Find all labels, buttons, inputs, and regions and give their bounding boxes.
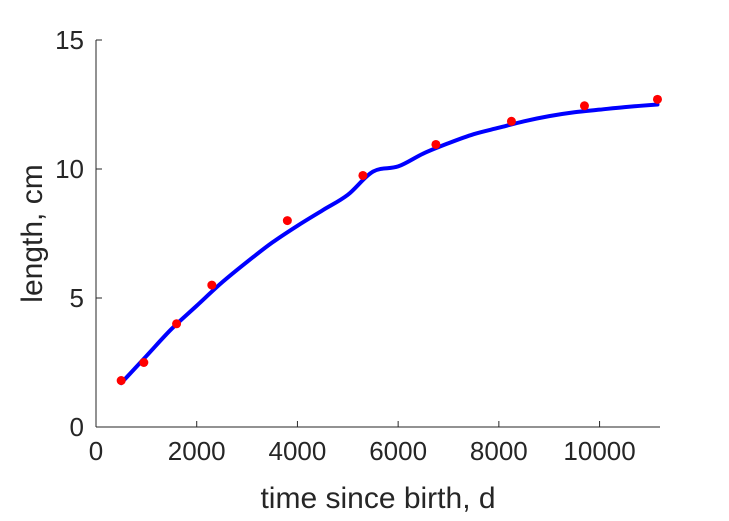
y-tick-label: 5 bbox=[70, 283, 84, 313]
data-point bbox=[431, 139, 441, 149]
x-axis-title: time since birth, d bbox=[260, 482, 495, 515]
x-ticks: 0 2000 4000 6000 8000 10000 bbox=[89, 421, 636, 466]
y-tick-label: 10 bbox=[55, 154, 84, 184]
x-tick-label: 8000 bbox=[470, 436, 528, 466]
x-tick-label: 4000 bbox=[269, 436, 327, 466]
series-layer bbox=[116, 94, 662, 386]
y-tick-label: 15 bbox=[55, 25, 84, 55]
data-point bbox=[358, 170, 368, 180]
data-point bbox=[652, 94, 662, 104]
x-tick-label: 10000 bbox=[563, 436, 635, 466]
y-ticks: 0 5 10 15 bbox=[55, 25, 102, 442]
data-point bbox=[282, 216, 292, 226]
axes bbox=[95, 40, 660, 428]
data-point bbox=[116, 376, 126, 386]
x-tick-label: 0 bbox=[89, 436, 103, 466]
data-point bbox=[139, 358, 149, 367]
data-point bbox=[506, 116, 516, 126]
data-point bbox=[172, 319, 182, 329]
y-tick-label: 0 bbox=[70, 412, 84, 442]
data-point bbox=[579, 101, 589, 111]
y-axis-title: length, cm bbox=[16, 164, 49, 302]
fit-curve bbox=[119, 102, 660, 386]
x-tick-label: 2000 bbox=[168, 436, 226, 466]
x-tick-label: 6000 bbox=[369, 436, 427, 466]
data-point bbox=[207, 280, 217, 290]
